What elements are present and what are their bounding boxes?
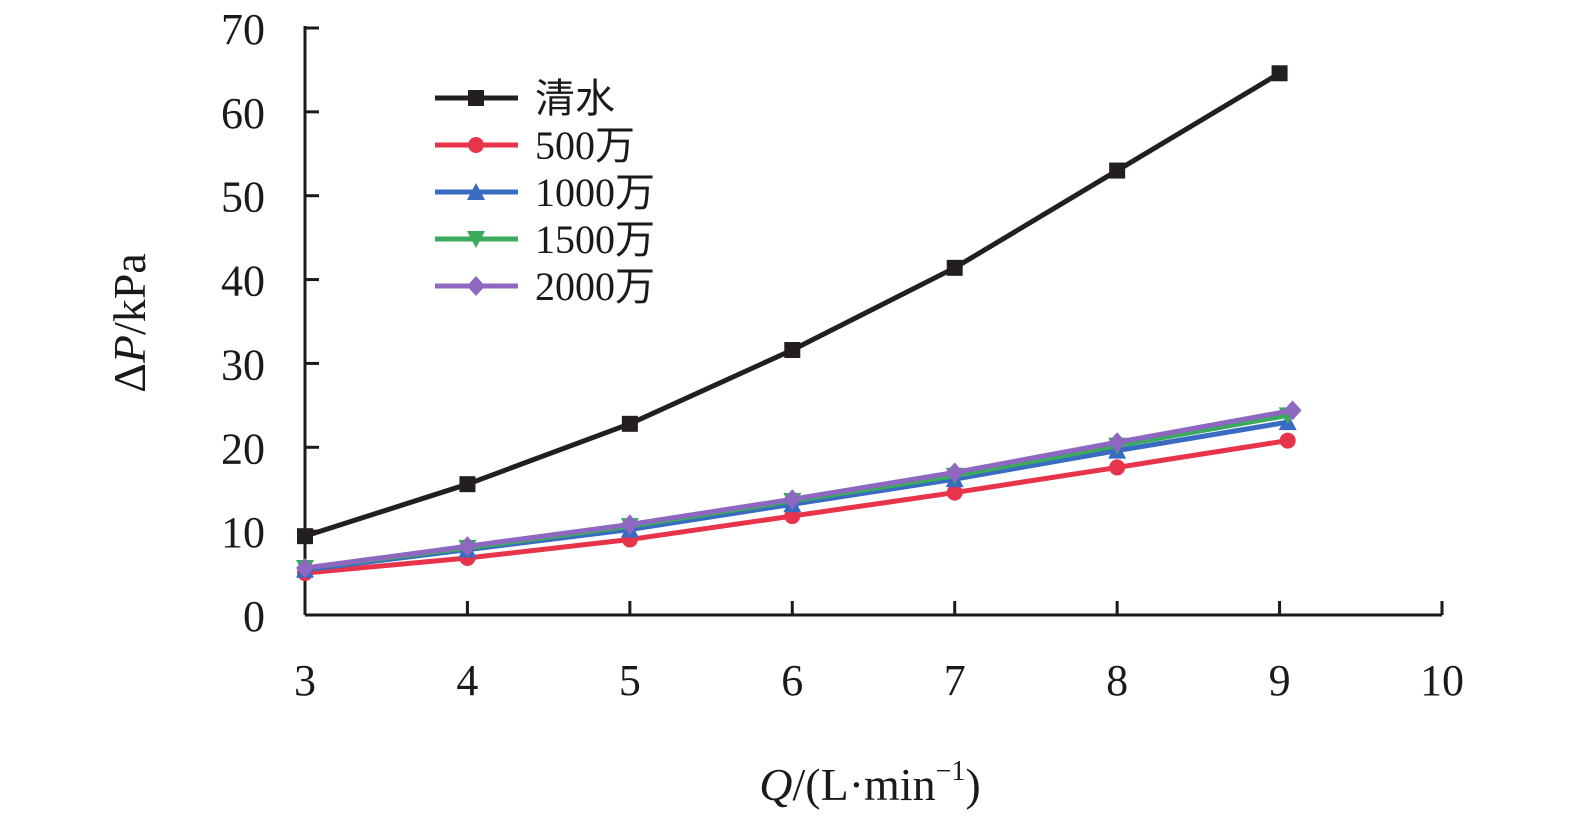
data-point (1279, 432, 1296, 449)
series-1 (297, 432, 1296, 582)
x-tick-label: 5 (619, 656, 641, 705)
legend-label: 1500万 (535, 217, 655, 262)
legend-item: 500万 (435, 123, 635, 168)
data-point (296, 558, 314, 579)
y-axis-title: ΔP/kPa (104, 253, 155, 392)
x-tick-label: 10 (1420, 656, 1464, 705)
data-point (1109, 162, 1126, 179)
x-tick-label: 3 (294, 656, 316, 705)
x-tick-label: 6 (781, 656, 803, 705)
legend-label: 清水 (535, 76, 615, 121)
y-tick-label: 70 (221, 5, 265, 54)
x-tick-label: 4 (456, 656, 478, 705)
data-point (1109, 459, 1126, 476)
y-tick-label: 20 (221, 424, 265, 473)
data-point (946, 484, 963, 501)
legend-item: 1000万 (435, 170, 655, 215)
data-point (297, 528, 313, 545)
x-tick-label: 7 (944, 656, 966, 705)
legend-item: 1500万 (435, 217, 655, 262)
y-tick-label: 30 (221, 340, 265, 389)
y-tick-label: 0 (243, 592, 265, 641)
legend-label: 500万 (535, 123, 635, 168)
legend-marker (467, 231, 485, 248)
series-0 (297, 65, 1288, 545)
data-point (1108, 432, 1127, 453)
x-tick-label: 8 (1106, 656, 1128, 705)
data-point (784, 342, 801, 359)
data-point (620, 514, 639, 535)
y-tick-label: 40 (221, 257, 265, 306)
legend-item: 清水 (435, 76, 615, 121)
data-point (1283, 400, 1302, 421)
data-point (946, 259, 963, 276)
legend-marker (468, 137, 484, 153)
legend-label: 1000万 (535, 170, 655, 215)
data-point (459, 476, 476, 493)
series-4 (296, 400, 1302, 579)
x-axis-title: Q/(L·min−1) (759, 756, 980, 810)
legend-label: 2000万 (535, 264, 655, 309)
data-point (621, 415, 638, 432)
data-point (945, 462, 964, 483)
series-layer (296, 65, 1302, 582)
x-tick-label: 9 (1269, 656, 1291, 705)
y-tick-label: 60 (221, 89, 265, 138)
axes: 0 10 20 30 40 50 60 70 3 4 5 6 7 8 9 10 (221, 5, 1464, 705)
legend-marker (467, 276, 485, 296)
legend-marker (468, 90, 484, 106)
y-tick-label: 10 (221, 508, 265, 557)
legend-marker (467, 183, 485, 200)
y-tick-label: 50 (221, 173, 265, 222)
data-point (783, 489, 802, 510)
data-point (458, 536, 477, 557)
data-point (1271, 65, 1288, 82)
legend-item: 2000万 (435, 264, 655, 309)
